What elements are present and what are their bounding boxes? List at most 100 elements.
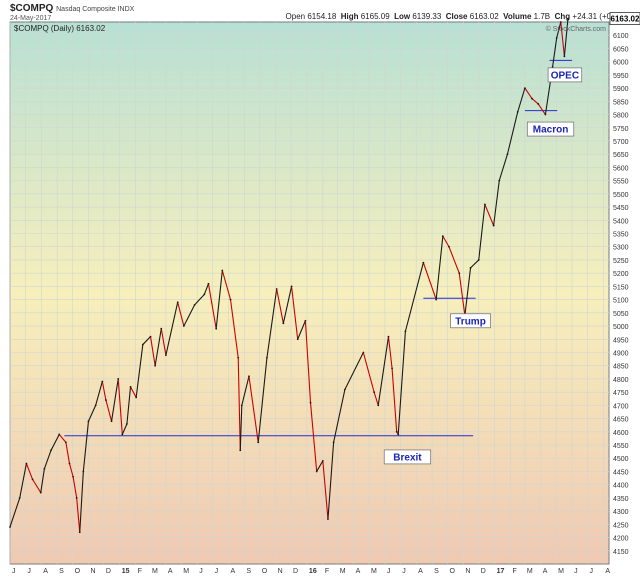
x-tick-label: O <box>262 568 268 575</box>
price-segment <box>177 301 185 327</box>
annotation-label: Brexit <box>393 452 422 463</box>
price-segment <box>248 375 259 443</box>
price-segment <box>552 37 558 68</box>
price-segment <box>469 259 480 269</box>
annotation-trump: Trump <box>450 313 491 329</box>
price-point <box>203 293 206 296</box>
price-point <box>240 404 243 407</box>
x-tick-label: N <box>278 568 283 575</box>
price-point <box>18 497 21 499</box>
x-tick-label: N <box>465 568 470 575</box>
annotation-opec: OPEC <box>547 67 583 83</box>
price-segment <box>266 288 278 359</box>
price-segment <box>58 433 67 443</box>
price-segment <box>95 381 103 406</box>
price-point <box>72 475 74 478</box>
price-point <box>362 351 365 354</box>
x-axis: J J A S O N D 15 F M A M J J A S O N D 16 F M A M J J A S O N D 17 F M A M J… <box>12 568 610 575</box>
price-point <box>154 364 157 367</box>
ticker-symbol: $COMPQ <box>10 3 54 14</box>
price-segment <box>344 351 364 391</box>
x-tick-label: F <box>513 568 517 575</box>
x-tick-label: J <box>27 568 31 575</box>
x-tick-label: A <box>168 568 173 575</box>
price-segment <box>517 87 526 113</box>
source-watermark: © StockCharts.com <box>546 25 607 33</box>
y-tick-label: 5050 <box>613 311 629 318</box>
price-segment <box>72 476 78 499</box>
price-point <box>477 259 480 261</box>
x-tick-label: O <box>75 568 81 575</box>
price-point <box>229 298 232 301</box>
price-point <box>165 354 167 357</box>
price-segment <box>165 301 179 356</box>
y-tick-label: 5750 <box>613 126 629 133</box>
price-point <box>544 113 547 116</box>
y-tick-label: 4400 <box>613 483 629 490</box>
price-segment <box>82 420 90 473</box>
price-point <box>559 21 562 23</box>
price-segment <box>241 375 250 406</box>
price-point <box>498 179 501 182</box>
price-segment <box>493 180 500 227</box>
x-tick-label: J <box>387 568 391 575</box>
price-segment <box>117 378 123 435</box>
y-tick-label: 4350 <box>613 496 629 503</box>
price-point <box>75 497 78 499</box>
price-point <box>176 301 179 304</box>
x-tick-label: A <box>543 568 548 575</box>
plot-background <box>9 21 610 565</box>
price-point <box>290 285 293 288</box>
price-point <box>257 441 260 444</box>
price-point <box>160 327 163 330</box>
price-point <box>327 518 329 520</box>
price-segment <box>110 378 119 422</box>
x-tick-label: 15 <box>122 568 130 575</box>
price-series <box>9 17 569 534</box>
annotation-label: OPEC <box>551 70 579 81</box>
x-tick-label: A <box>356 568 361 575</box>
price-point <box>141 343 144 346</box>
x-tick-label: J <box>215 568 219 575</box>
y-tick-label: 5250 <box>613 258 629 265</box>
price-segment <box>50 433 60 451</box>
y-tick-label: 5850 <box>613 99 629 106</box>
price-segment <box>229 299 239 359</box>
price-segment <box>43 449 52 470</box>
price-segment <box>183 304 196 327</box>
price-segment <box>282 285 293 324</box>
y-tick-label: 5900 <box>613 86 629 93</box>
volume-label: Volume <box>503 12 532 21</box>
price-segment <box>391 367 398 433</box>
price-point <box>101 380 104 383</box>
x-tick-label: M <box>183 568 189 575</box>
price-segment <box>9 497 21 528</box>
price-point <box>422 261 425 264</box>
price-segment <box>40 468 45 494</box>
x-tick-label: D <box>106 568 111 575</box>
price-point <box>448 245 450 248</box>
x-tick-label: F <box>325 568 329 575</box>
price-segment <box>154 328 162 367</box>
chart-date: 24-May-2017 <box>10 15 52 22</box>
price-point <box>94 404 97 407</box>
price-point <box>50 449 52 452</box>
y-tick-label: 4650 <box>613 417 629 424</box>
last-price-tag: 6163.02 <box>609 12 640 25</box>
open-label: Open <box>285 12 306 21</box>
price-segment <box>160 328 167 356</box>
annotations: Brexit Trump Macron OPEC <box>383 67 583 465</box>
price-segment <box>297 320 306 340</box>
price-segment <box>448 246 460 274</box>
price-point <box>343 388 346 391</box>
annotation-brexit: Brexit <box>383 449 432 465</box>
x-tick-label: S <box>246 568 251 575</box>
chg-label: Chg <box>554 12 571 21</box>
price-segment <box>464 267 472 317</box>
annotation-box <box>450 313 491 329</box>
price-segment <box>135 344 144 398</box>
annotation-box <box>547 67 583 83</box>
price-segment <box>333 388 346 443</box>
x-tick-label: A <box>605 568 610 575</box>
